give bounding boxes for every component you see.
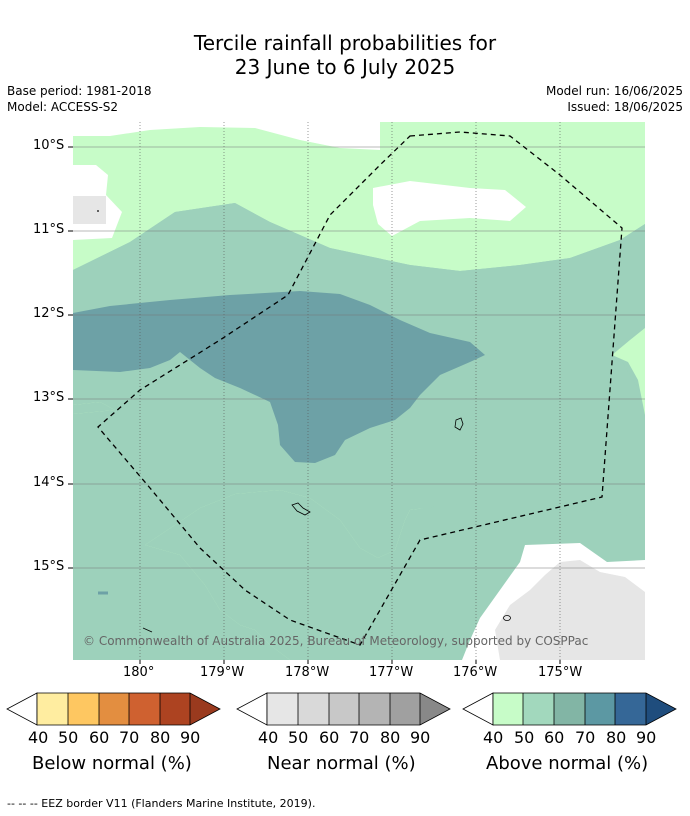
colorbar-tick: 90 bbox=[410, 728, 431, 747]
copyright-notice: © Commonwealth of Australia 2025, Bureau… bbox=[83, 634, 589, 648]
colorbar-label-below: Below normal (%) bbox=[32, 753, 192, 774]
colorbar-tick: 40 bbox=[28, 728, 49, 747]
issued-date: Issued: 18/06/2025 bbox=[567, 100, 683, 114]
colorbar-below-normal bbox=[6, 692, 221, 726]
model-name: Model: ACCESS-S2 bbox=[7, 100, 119, 114]
lon-label: 179°W bbox=[200, 665, 245, 680]
colorbar-tick: 60 bbox=[319, 728, 340, 747]
colorbar-tick: 60 bbox=[89, 728, 110, 747]
map-title-line2: 23 June to 6 July 2025 bbox=[234, 55, 456, 79]
lon-label: 177°W bbox=[369, 665, 414, 680]
lon-label: 178°W bbox=[285, 665, 330, 680]
colorbar-tick: 40 bbox=[258, 728, 279, 747]
model-run: Model run: 16/06/2025 bbox=[545, 84, 683, 98]
neutral-area-top bbox=[73, 122, 380, 150]
colorbar-tick: 90 bbox=[180, 728, 201, 747]
colorbar-above-normal bbox=[462, 692, 677, 726]
lat-label: 15°S bbox=[33, 559, 65, 574]
colorbar-label-above: Above normal (%) bbox=[486, 753, 649, 774]
island-outline bbox=[503, 615, 511, 621]
above-normal-40-50-east bbox=[612, 328, 645, 415]
lon-label: 176°W bbox=[453, 665, 498, 680]
island-outline bbox=[291, 502, 311, 516]
base-period: Base period: 1981-2018 bbox=[7, 84, 152, 98]
tick-marks bbox=[68, 146, 561, 664]
colorbar-tick: 80 bbox=[606, 728, 627, 747]
colorbar-tick: 70 bbox=[575, 728, 596, 747]
colorbar-tick: 80 bbox=[150, 728, 171, 747]
island-outline bbox=[454, 417, 464, 431]
colorbar-tick: 60 bbox=[544, 728, 565, 747]
near-normal-area-southeast bbox=[495, 560, 645, 660]
colorbar-tick: 70 bbox=[119, 728, 140, 747]
lat-label: 12°S bbox=[33, 306, 65, 321]
colorbar-tick: 80 bbox=[380, 728, 401, 747]
neutral-area-north bbox=[373, 181, 526, 236]
parallels bbox=[73, 146, 645, 569]
colorbar-tick: 50 bbox=[58, 728, 79, 747]
map-title-line1: Tercile rainfall probabilities for bbox=[193, 31, 497, 55]
colorbar-tick: 70 bbox=[349, 728, 370, 747]
probability-field bbox=[73, 122, 645, 660]
lat-label: 10°S bbox=[33, 138, 65, 153]
colorbar-label-near: Near normal (%) bbox=[267, 753, 416, 774]
colorbar-tick: 90 bbox=[636, 728, 657, 747]
lat-label: 13°S bbox=[33, 390, 65, 405]
colorbar-tick: 50 bbox=[288, 728, 309, 747]
lat-label: 11°S bbox=[33, 222, 65, 237]
lon-label: 175°W bbox=[538, 665, 583, 680]
above-normal-60-70-area bbox=[73, 291, 485, 463]
colorbar-tick: 50 bbox=[514, 728, 535, 747]
eez-border bbox=[97, 131, 623, 646]
island-marker bbox=[97, 210, 99, 212]
eez-legend-note: -- -- -- EEZ border V11 (Flanders Marine… bbox=[7, 797, 316, 810]
lon-label: 180° bbox=[123, 665, 155, 680]
island-outline bbox=[142, 627, 153, 633]
lat-label: 14°S bbox=[33, 475, 65, 490]
near-normal-area-west bbox=[73, 196, 106, 224]
colorbar-tick: 40 bbox=[483, 728, 504, 747]
colorbar-near-normal bbox=[236, 692, 451, 726]
